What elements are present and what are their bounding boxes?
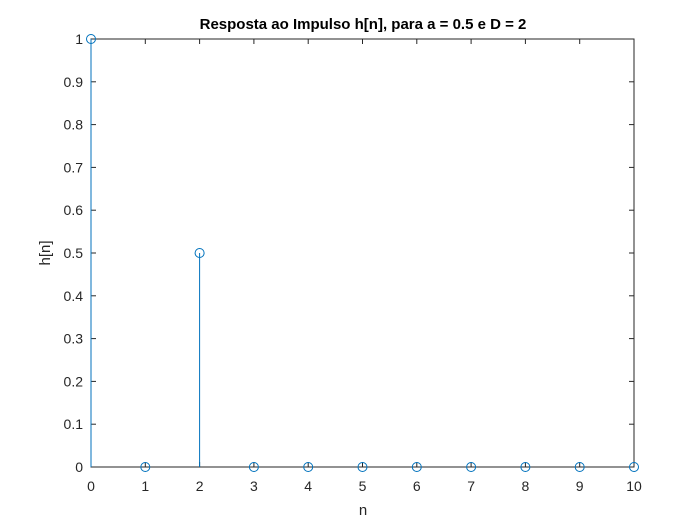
x-tick-label: 2 (196, 478, 204, 494)
x-tick-label: 10 (626, 478, 642, 494)
stem-marker (520, 462, 531, 472)
x-tick-label: 3 (250, 478, 258, 494)
stem-marker (140, 462, 151, 472)
plot-area-frame (90, 38, 635, 468)
x-tick-label: 1 (141, 478, 149, 494)
axes-box (90, 38, 635, 468)
x-tick-label: 4 (304, 478, 312, 494)
y-tick-label: 1 (75, 31, 83, 47)
stem-series (86, 34, 639, 472)
x-tick-label: 5 (359, 478, 367, 494)
stem-marker (411, 462, 422, 472)
y-tick-label: 0.1 (64, 416, 84, 432)
y-tick-label: 0.5 (64, 245, 84, 261)
x-axis-label: n (359, 502, 367, 519)
stem-marker (466, 462, 477, 472)
stem-marker (629, 462, 639, 472)
x-tick-label: 8 (522, 478, 530, 494)
y-tick-label: 0.7 (64, 159, 84, 175)
y-tick-label: 0.6 (64, 202, 84, 218)
x-tick-label: 0 (87, 478, 95, 494)
y-tick-label: 0 (75, 459, 83, 475)
y-tick-label: 0.4 (64, 288, 84, 304)
y-axis-ticks: 0 0.1 0.2 0.3 0.4 0.5 0.6 0.7 0.8 0.9 1 (64, 31, 634, 475)
x-tick-label: 7 (467, 478, 475, 494)
stem-marker (303, 462, 314, 472)
x-axis-ticks: 0 1 2 3 4 5 6 7 8 9 10 (87, 39, 642, 494)
x-tick-label: 9 (576, 478, 584, 494)
y-axis-label: h[n] (37, 240, 54, 265)
y-tick-label: 0.8 (64, 117, 84, 133)
chart-title: Resposta ao Impulso h[n], para a = 0.5 e… (200, 16, 527, 33)
stem-marker (248, 462, 259, 472)
x-tick-label: 6 (413, 478, 421, 494)
stem-marker (194, 248, 205, 258)
y-tick-label: 0.9 (64, 74, 84, 90)
stem-marker (574, 462, 585, 472)
y-tick-label: 0.3 (64, 331, 84, 347)
y-tick-label: 0.2 (64, 373, 84, 389)
stem-marker (357, 462, 368, 472)
stem-marker (86, 34, 96, 44)
